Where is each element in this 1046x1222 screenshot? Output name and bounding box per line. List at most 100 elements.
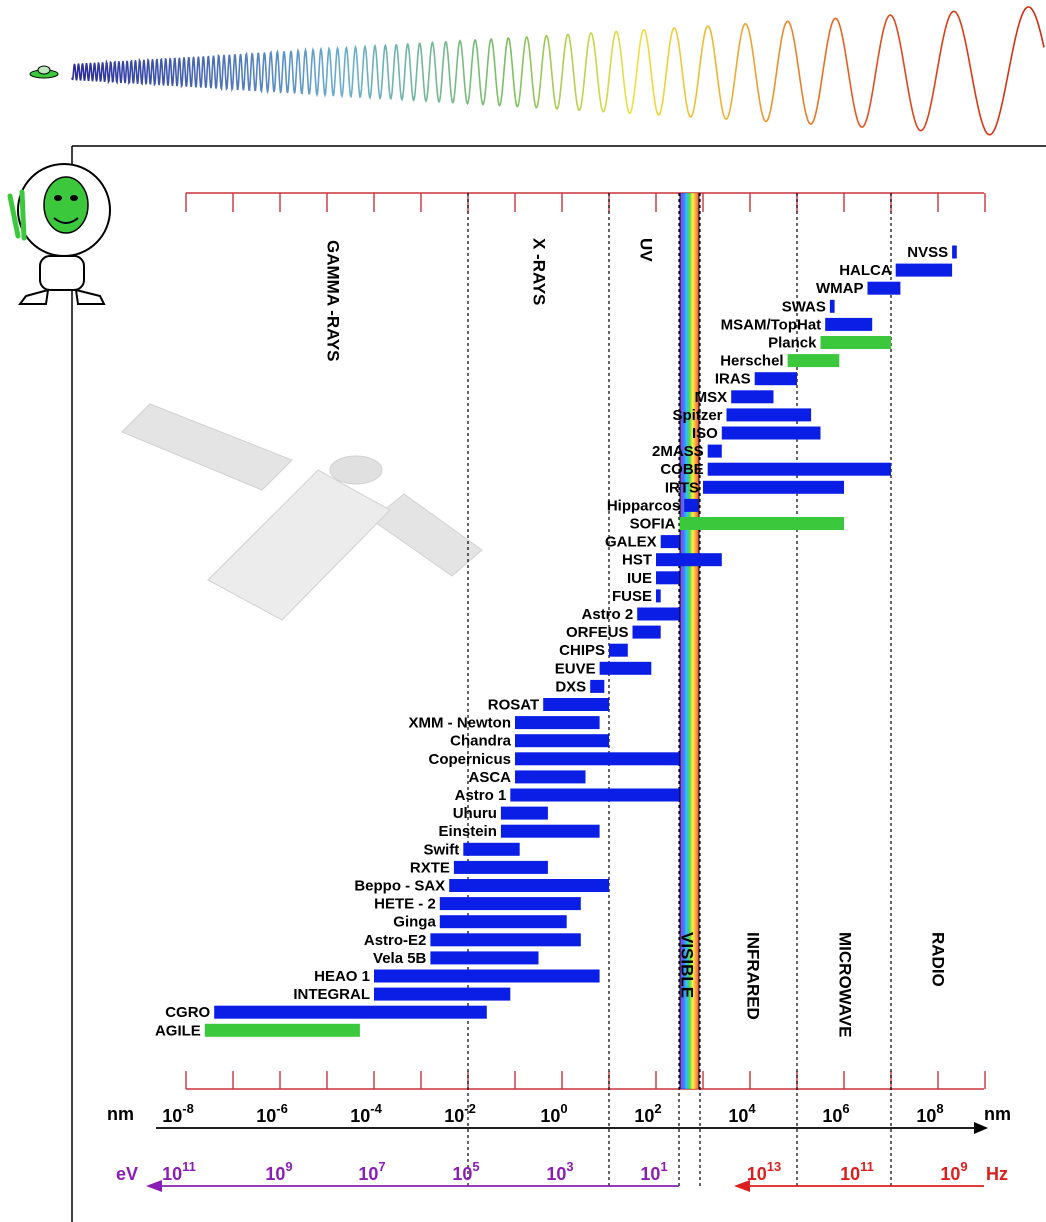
- mission-label: MSAM/TopHat: [721, 316, 822, 333]
- mission-label: GALEX: [605, 534, 657, 551]
- mission-label: HEAO 1: [314, 968, 370, 985]
- region-label: X -RAYS: [530, 238, 549, 305]
- mission-bar: [609, 643, 628, 657]
- mission-bar: [952, 245, 957, 259]
- hz-unit: Hz: [986, 1164, 1008, 1184]
- mission-label: Chandra: [450, 733, 512, 750]
- mission-label: Astro 1: [455, 787, 507, 804]
- mission-bar: [439, 897, 581, 911]
- nm-axis-arrow: [974, 1122, 988, 1134]
- mission-bar: [726, 408, 812, 422]
- mission-bar: [453, 860, 548, 874]
- mission-bar: [656, 571, 680, 585]
- region-label: RADIO: [929, 932, 948, 987]
- mission-label: Planck: [768, 335, 817, 352]
- mission-label: CGRO: [165, 1004, 210, 1021]
- hz-axis-arrow: [734, 1180, 750, 1192]
- mission-label: XMM - Newton: [409, 715, 512, 732]
- ev-tick-label: 109: [265, 1159, 292, 1184]
- mission-label: Astro-E2: [364, 932, 427, 949]
- mission-bar: [679, 517, 844, 530]
- nm-tick-label: 10-6: [256, 1101, 288, 1126]
- mission-bar: [825, 317, 873, 331]
- hz-tick-label: 109: [940, 1159, 967, 1184]
- mission-bar: [515, 734, 609, 748]
- region-label: MICROWAVE: [836, 932, 855, 1037]
- mission-bar: [637, 607, 680, 621]
- mission-bar: [787, 354, 840, 368]
- mission-bar: [820, 336, 891, 349]
- mission-label: ASCA: [468, 769, 511, 786]
- mission-bar: [707, 462, 891, 476]
- mission-label: Einstein: [439, 823, 497, 840]
- mission-label: Ginga: [393, 914, 436, 931]
- mission-label: Astro 2: [582, 606, 634, 623]
- mission-bar: [515, 770, 586, 784]
- mission-bar: [703, 480, 844, 494]
- mission-bar: [439, 915, 567, 929]
- nm-tick-label: 102: [634, 1101, 661, 1126]
- mission-bar: [463, 842, 520, 856]
- mission-bar: [430, 951, 539, 965]
- ev-tick-label: 1011: [162, 1159, 196, 1184]
- mission-label: ROSAT: [488, 697, 539, 714]
- mission-bar: [599, 661, 652, 675]
- mission-bar: [204, 1023, 360, 1037]
- nm-tick-label: 10-4: [350, 1101, 382, 1126]
- mission-label: AGILE: [155, 1022, 201, 1039]
- mission-bar: [829, 299, 835, 313]
- mission-bar: [656, 589, 661, 603]
- mission-label: Beppo - SAX: [354, 878, 445, 895]
- hz-tick-label: 1011: [840, 1159, 874, 1184]
- mission-bar: [754, 372, 797, 386]
- nm-tick-label: 10-2: [444, 1101, 476, 1126]
- mission-label: COBE: [660, 461, 703, 478]
- ev-tick-label: 101: [640, 1159, 667, 1184]
- mission-label: HALCA: [839, 262, 892, 279]
- mission-bar: [515, 716, 600, 730]
- ev-tick-label: 105: [452, 1159, 479, 1184]
- satellite-icon: [121, 403, 483, 621]
- mission-bar: [430, 933, 581, 947]
- mission-bar: [590, 679, 605, 693]
- ev-tick-label: 107: [358, 1159, 385, 1184]
- mission-bar: [374, 987, 511, 1001]
- mission-label: ISO: [692, 425, 718, 442]
- mission-bar: [449, 879, 609, 892]
- mission-bar: [510, 788, 680, 802]
- region-label: INFRARED: [744, 932, 763, 1020]
- mission-label: DXS: [555, 678, 586, 695]
- nm-unit-right: nm: [984, 1104, 1011, 1124]
- mission-label: SOFIA: [630, 516, 676, 533]
- mission-bar: [500, 806, 548, 820]
- mission-label: ORFEUS: [566, 624, 629, 641]
- ev-axis-arrow: [146, 1180, 162, 1192]
- mission-bar: [543, 698, 609, 711]
- mission-bar: [895, 263, 953, 277]
- mission-bar: [214, 1005, 487, 1019]
- ev-tick-label: 103: [546, 1159, 573, 1184]
- mission-label: Hipparcos: [607, 497, 680, 514]
- mission-label: INTEGRAL: [293, 986, 370, 1003]
- mission-label: IUE: [627, 570, 652, 587]
- mission-bar: [660, 535, 680, 549]
- mission-label: FUSE: [612, 588, 652, 605]
- mission-bar: [684, 498, 699, 512]
- mission-bar: [632, 625, 661, 639]
- spaceship-icon: [29, 65, 59, 79]
- mission-label: Herschel: [720, 353, 783, 370]
- mission-bar: [721, 426, 821, 440]
- mission-label: 2MASS: [652, 443, 704, 460]
- mission-label: Swift: [423, 841, 459, 858]
- mission-label: MSX: [695, 389, 728, 406]
- mission-bar: [867, 281, 901, 295]
- mission-label: IRTS: [665, 479, 699, 496]
- mission-label: Spitzer: [672, 407, 722, 424]
- ev-unit: eV: [116, 1164, 138, 1184]
- nm-tick-label: 10-8: [162, 1101, 194, 1126]
- mission-bar: [500, 824, 600, 838]
- spectrum-wave: [71, 6, 1045, 136]
- hz-tick-label: 1013: [747, 1159, 782, 1184]
